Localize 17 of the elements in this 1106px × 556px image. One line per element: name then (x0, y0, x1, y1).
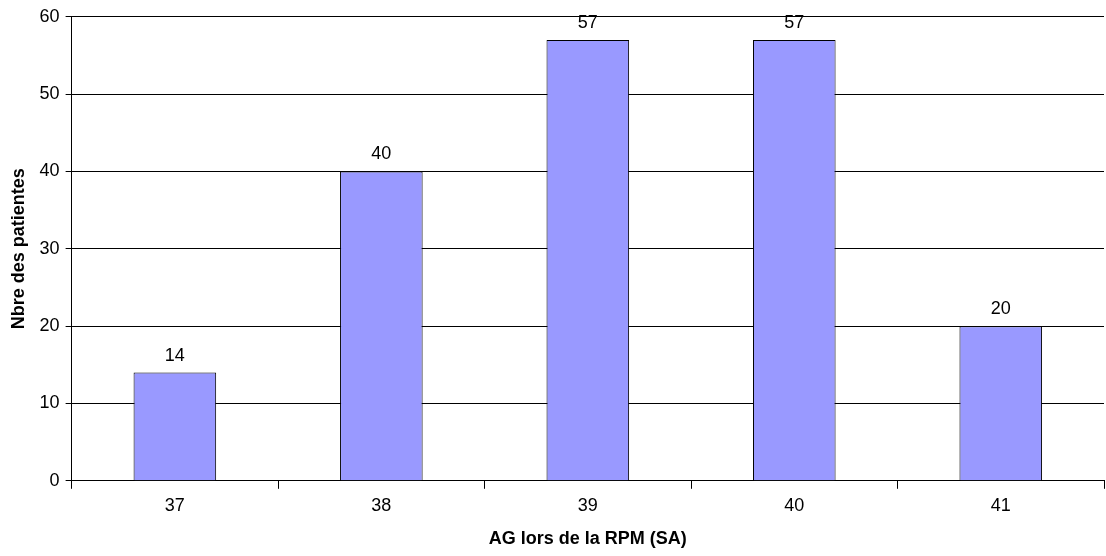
data-label: 14 (164, 344, 185, 365)
y-tick-label: 10 (39, 392, 60, 413)
y-axis-title: Nbre des patientes (7, 168, 28, 330)
y-tick-label: 40 (39, 160, 60, 181)
x-axis-title: AG lors de la RPM (SA) (488, 528, 687, 549)
data-label: 20 (990, 298, 1011, 319)
y-tick-label: 60 (39, 5, 60, 26)
x-tick-label: 38 (371, 494, 392, 515)
x-tick-label: 41 (990, 494, 1011, 515)
y-tick-label: 0 (49, 469, 60, 490)
y-tick-label: 50 (39, 83, 60, 104)
x-tick-label: 37 (164, 494, 185, 515)
y-tick-label: 20 (39, 315, 60, 336)
data-label: 40 (371, 143, 392, 164)
y-tick-label: 30 (39, 237, 60, 258)
x-tick-label: 39 (577, 494, 598, 515)
x-tick-label: 40 (784, 494, 805, 515)
